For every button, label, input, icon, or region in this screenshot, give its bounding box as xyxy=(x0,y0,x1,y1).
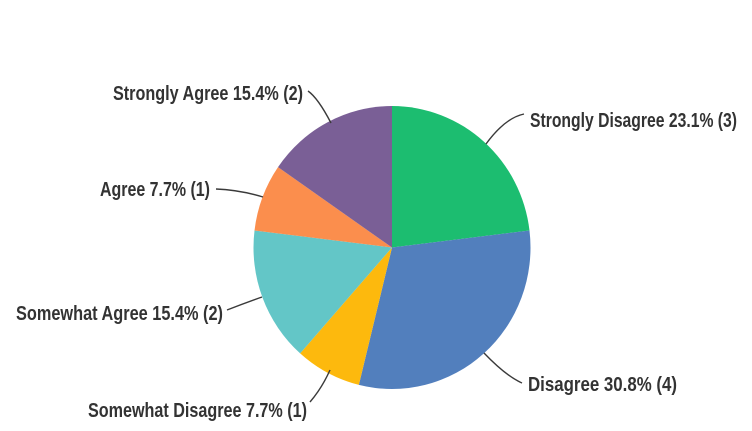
pie-slice-agree xyxy=(254,167,392,248)
slice-label-disagree: Disagree 30.8% (4) xyxy=(528,374,677,396)
leader-line-strongly-agree xyxy=(307,90,332,124)
slice-label-somewhat-agree: Somewhat Agree 15.4% (2) xyxy=(16,303,223,325)
pie-slice-disagree xyxy=(358,230,531,390)
leader-line-somewhat-disagree xyxy=(309,369,331,403)
leader-line-agree xyxy=(215,188,264,198)
slice-labels-group: Strongly Disagree 23.1% (3) Disagree 30.8… xyxy=(16,83,737,422)
slice-label-somewhat-disagree: Somewhat Disagree 7.7% (1) xyxy=(88,400,307,422)
leader-line-strongly-disagree xyxy=(485,113,525,145)
leader-line-somewhat-agree xyxy=(226,296,263,311)
pie-slice-somewhat-disagree xyxy=(300,247,392,385)
pie-slice-strongly-agree xyxy=(278,106,392,248)
pie-slice-somewhat-agree xyxy=(253,230,392,354)
leader-lines-group xyxy=(215,90,525,403)
leader-line-disagree xyxy=(483,352,523,384)
slice-label-strongly-agree: Strongly Agree 15.4% (2) xyxy=(113,83,303,105)
slice-label-strongly-disagree: Strongly Disagree 23.1% (3) xyxy=(530,110,737,132)
pie-slices-group xyxy=(253,106,531,390)
slice-label-agree: Agree 7.7% (1) xyxy=(100,179,210,201)
pie-slice-strongly-disagree xyxy=(392,106,530,248)
